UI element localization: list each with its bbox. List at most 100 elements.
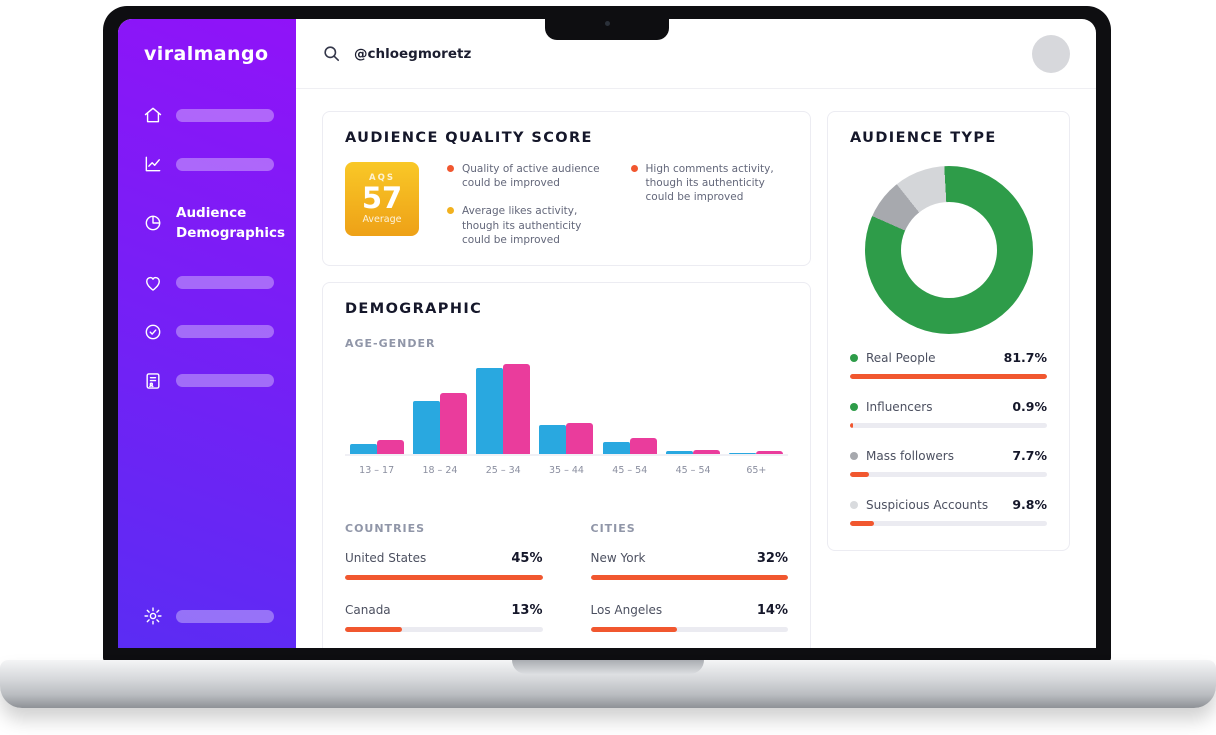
progress-track [850, 374, 1047, 379]
bar-pink [503, 363, 531, 454]
progress-fill [590, 574, 788, 580]
avatar[interactable] [1032, 34, 1070, 73]
menu-placeholder [176, 325, 274, 338]
legend-dot [850, 353, 858, 362]
legend-dot [850, 402, 858, 411]
bar-pink [629, 437, 657, 454]
progress-track [345, 574, 543, 580]
sidebar-item-likes[interactable] [118, 273, 296, 293]
laptop-base-notch [512, 660, 704, 674]
aqs-note: Average likes activity, though its authe… [447, 204, 605, 247]
countries-title: COUNTRIES [345, 521, 426, 535]
bullet-dot [447, 207, 454, 215]
home-icon [143, 105, 163, 125]
bar-pink [376, 439, 404, 454]
axis-label: 35 – 44 [549, 464, 584, 476]
progress-fill [850, 472, 869, 477]
menu-placeholder [176, 157, 274, 171]
aqs-note: Quality of active audience could be impr… [447, 162, 605, 190]
menu-placeholder [176, 276, 274, 289]
country-name: United States [345, 550, 427, 565]
age-gender-group [472, 363, 535, 454]
bullet-dot [447, 165, 454, 172]
bar-blue [476, 367, 504, 454]
axis-label: 25 – 34 [485, 464, 521, 476]
bar-blue [729, 452, 757, 454]
progress-fill [345, 626, 403, 632]
legend-label: Influencers [866, 399, 933, 414]
topbar [296, 19, 1096, 89]
audience-type-donut [864, 166, 1033, 334]
age-gender-group [661, 364, 724, 454]
bar-pink [439, 392, 467, 454]
sidebar-menu: Audience Demographics [118, 105, 296, 606]
audience-quality-score-card: AUDIENCE QUALITY SCORE AQS 57 Average [322, 111, 811, 266]
sidebar-item-audience-demographics[interactable]: Audience Demographics [118, 203, 296, 244]
bar-pink [756, 451, 784, 454]
camera-notch [545, 6, 669, 40]
legend-label: Real People [866, 350, 936, 365]
bar-pink [566, 423, 594, 454]
city-row: Los Angeles 14% [590, 602, 788, 632]
legend-row: Suspicious Accounts 9.8% [850, 497, 1047, 526]
sidebar-item-home[interactable] [118, 105, 296, 125]
aqs-score: 57 [361, 181, 403, 216]
bar-blue [602, 441, 630, 454]
progress-fill [850, 423, 853, 428]
bar-pink [693, 450, 721, 454]
sidebar-item-analytics[interactable] [118, 154, 296, 174]
bar-blue [412, 400, 440, 454]
legend-row: Mass followers 7.7% [850, 448, 1047, 477]
sidebar-item-verification[interactable] [118, 322, 296, 342]
sidebar-item-label: Audience Demographics [176, 205, 286, 242]
country-value: 13% [511, 602, 543, 618]
app-window: viralmango [118, 19, 1096, 648]
camera-dot [604, 20, 610, 26]
legend-dot [850, 500, 858, 509]
age-gender-group [535, 364, 598, 454]
search-icon [322, 44, 341, 63]
axis-label: 13 – 17 [359, 464, 395, 476]
progress-track [850, 423, 1047, 428]
aqs-note-text: Average likes activity, though its authe… [462, 205, 582, 246]
sidebar-item-reports[interactable] [118, 371, 296, 391]
progress-track [345, 626, 543, 632]
line-chart-icon [143, 154, 163, 174]
progress-track [590, 574, 788, 580]
gear-icon [143, 606, 163, 626]
laptop-screen-bezel: viralmango [103, 6, 1111, 662]
legend-value: 7.7% [1012, 448, 1047, 463]
donut-hole [900, 202, 997, 298]
progress-fill [345, 574, 543, 580]
left-column: AUDIENCE QUALITY SCORE AQS 57 Average [322, 111, 811, 648]
progress-track [590, 626, 788, 632]
legend-value: 0.9% [1012, 399, 1047, 414]
axis-label: 45 – 54 [675, 464, 711, 476]
aqs-note: High comments activity, though its authe… [630, 162, 789, 205]
city-name: New York [590, 550, 646, 565]
sidebar: viralmango [118, 19, 296, 648]
brand-logo: viralmango [144, 43, 269, 65]
laptop-base [0, 660, 1216, 708]
bullet-dot [630, 165, 638, 172]
aqs-score-badge: AQS 57 Average [345, 162, 419, 236]
menu-placeholder [176, 609, 274, 623]
progress-track [850, 521, 1047, 526]
legend-label: Mass followers [866, 448, 954, 463]
heart-icon [143, 273, 163, 293]
audience-type-legend: Real People 81.7% Influencers 0.9% [850, 350, 1047, 526]
age-gender-axis-labels: 13 – 17 18 – 24 25 – 34 35 – 44 45 – 54 … [345, 465, 788, 476]
sidebar-item-settings[interactable] [118, 606, 296, 626]
legend-value: 81.7% [1003, 350, 1047, 365]
search-input[interactable] [354, 45, 694, 62]
aqs-note-text: High comments activity, though its authe… [645, 163, 774, 204]
aqs-grade: Average [362, 213, 402, 225]
aqs-note-text: Quality of active audience could be impr… [462, 163, 600, 190]
cities-section: CITIES New York 32% Los Angeles 14% [590, 502, 788, 648]
city-value: 14% [756, 602, 788, 618]
legend-dot [850, 451, 858, 460]
axis-label: 18 – 24 [422, 464, 458, 476]
city-row: New York 32% [590, 550, 788, 580]
progress-fill [850, 374, 1047, 379]
age-gender-group [725, 364, 788, 454]
